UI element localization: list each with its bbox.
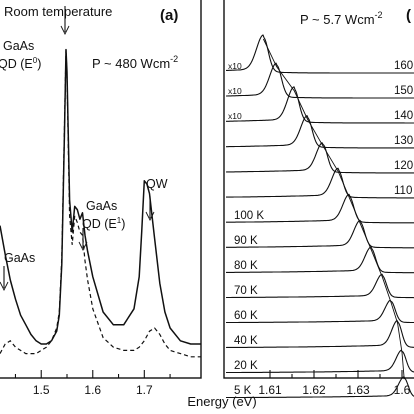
peak-label-qw: QW bbox=[146, 177, 168, 191]
peak-label-qd-e1-line1: GaAs bbox=[86, 199, 117, 213]
panel-b-spectrum bbox=[226, 62, 414, 99]
panel-a-x-axis: 1.5 1.6 1.7 bbox=[14, 370, 171, 397]
panel-b-temperature-label: 140 bbox=[394, 110, 413, 122]
x-axis-label: Energy (eV) bbox=[187, 394, 256, 409]
panel-b-temperature-label: 90 K bbox=[234, 235, 258, 247]
panel-b-spectrum bbox=[226, 376, 414, 399]
panel-b-temperature-label: 60 K bbox=[234, 310, 258, 322]
panel-b-temperature-label: 5 K bbox=[234, 385, 252, 397]
panel-b-spectrum bbox=[225, 319, 414, 349]
panel-a-x-tick-label: 1.6 bbox=[84, 383, 101, 397]
panel-b-scale-label: x10 bbox=[228, 111, 242, 121]
panel-b-spectrum bbox=[226, 86, 414, 124]
peak-label-qd-e1-line2: QD (E1) bbox=[82, 216, 125, 231]
panel-b-temperature-label: 20 K bbox=[234, 360, 258, 372]
panel-b-temperature-label: 80 K bbox=[234, 260, 258, 272]
peak-label-qd-e0: GaAs QD (E0) bbox=[0, 39, 41, 71]
panel-b-x-axis: 1.61 1.62 1.63 1.6 bbox=[258, 370, 411, 397]
panel-b-temperature-label: 70 K bbox=[234, 285, 258, 297]
panel-b-label: ( bbox=[406, 7, 411, 24]
panel-b-temperature-label: 160 bbox=[394, 60, 413, 72]
arrow-qd-e0 bbox=[60, 6, 70, 36]
panel-a-x-tick-label: 1.5 bbox=[33, 383, 50, 397]
panel-b-scale-label: x10 bbox=[228, 61, 242, 71]
panel-b-temperature-label: 120 bbox=[394, 160, 413, 172]
panel-b-temperature-label: 110 bbox=[394, 185, 412, 197]
panel-b-scale-label: x10 bbox=[228, 86, 242, 96]
panel-b-spectrum bbox=[226, 273, 414, 299]
peak-label-qd-e1: GaAs QD (E1) bbox=[82, 199, 125, 231]
panel-b-spectrum bbox=[226, 167, 414, 199]
panel-a-dashed-spectrum bbox=[0, 49, 201, 358]
panel-b-temperature-labels: 160 x10 150 x10 140 x10 130 120 110 100 K 90 K 80 K… bbox=[228, 60, 413, 397]
peak-label-gaas: GaAs bbox=[4, 251, 35, 265]
panel-b: ( P ~ 5.7 Wcm-2 160 x10 150 x10 140 x10 130 120… bbox=[223, 0, 414, 399]
panel-b-spectrum bbox=[226, 34, 414, 74]
panel-b-power-annotation: P ~ 5.7 Wcm-2 bbox=[300, 10, 383, 27]
panel-a-title: Room temperature bbox=[4, 4, 112, 19]
panel-b-spectrum bbox=[226, 219, 414, 249]
panel-b-plot-area bbox=[225, 34, 414, 399]
panel-b-x-tick-label: 1.61 bbox=[258, 383, 282, 397]
peak-label-qd-e0-line2: QD (E0) bbox=[0, 56, 41, 71]
panel-b-x-tick-label: 1.62 bbox=[302, 383, 326, 397]
panel-b-temperature-label: 150 bbox=[394, 85, 413, 97]
panel-b-x-tick-label: 1.6 bbox=[394, 383, 411, 397]
panel-a-frame bbox=[0, 0, 202, 379]
panel-b-frame bbox=[223, 0, 414, 379]
panel-a-x-tick-label: 1.7 bbox=[136, 383, 153, 397]
arrow-qd-e1 bbox=[78, 228, 88, 252]
panel-a-solid-spectrum bbox=[0, 48, 201, 345]
peak-label-qd-e0-line1: GaAs bbox=[3, 39, 34, 53]
panel-b-peak-shift-curve bbox=[262, 38, 405, 380]
panel-a-power-annotation: P ~ 480 Wcm-2 bbox=[92, 54, 178, 71]
panel-b-temperature-label: 130 bbox=[394, 135, 413, 147]
panel-b-spectrum bbox=[226, 193, 414, 224]
panel-a-label: (a) bbox=[160, 7, 178, 24]
panel-b-temperature-label: 40 K bbox=[234, 335, 258, 347]
panel-b-x-tick-label: 1.63 bbox=[346, 383, 370, 397]
peak-arrows bbox=[0, 6, 155, 292]
panel-a: Room temperature (a) P ~ 480 Wcm-2 GaAs … bbox=[0, 0, 202, 397]
panel-b-spectrum bbox=[226, 349, 414, 374]
arrow-qw bbox=[145, 196, 155, 222]
panel-b-spectrum bbox=[225, 142, 414, 174]
panel-b-spectrum bbox=[226, 246, 414, 274]
arrow-gaas bbox=[0, 266, 9, 292]
panel-b-temperature-label: 100 K bbox=[234, 210, 264, 222]
